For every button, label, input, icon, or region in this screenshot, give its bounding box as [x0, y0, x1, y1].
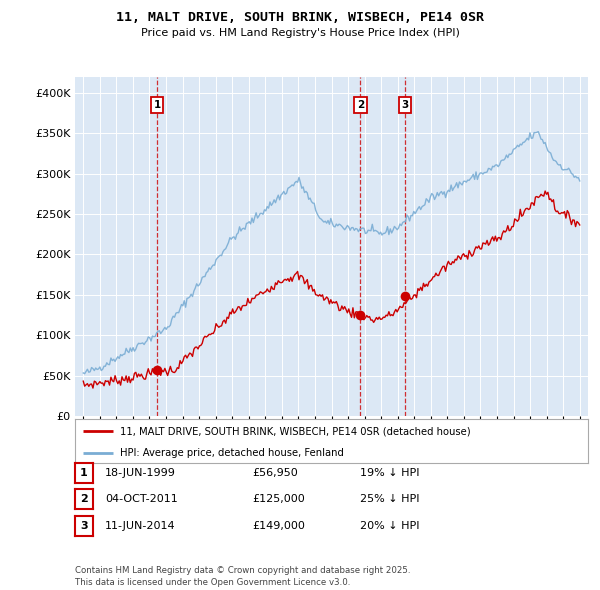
Text: 20% ↓ HPI: 20% ↓ HPI: [360, 521, 419, 530]
Text: 1: 1: [80, 468, 88, 477]
Text: £125,000: £125,000: [252, 494, 305, 504]
Text: 04-OCT-2011: 04-OCT-2011: [105, 494, 178, 504]
Text: Contains HM Land Registry data © Crown copyright and database right 2025.
This d: Contains HM Land Registry data © Crown c…: [75, 566, 410, 587]
Text: 3: 3: [80, 521, 88, 530]
Text: 2: 2: [357, 100, 364, 110]
Text: £56,950: £56,950: [252, 468, 298, 477]
Text: 11-JUN-2014: 11-JUN-2014: [105, 521, 176, 530]
Text: £149,000: £149,000: [252, 521, 305, 530]
Text: 11, MALT DRIVE, SOUTH BRINK, WISBECH, PE14 0SR: 11, MALT DRIVE, SOUTH BRINK, WISBECH, PE…: [116, 11, 484, 24]
Text: 3: 3: [401, 100, 409, 110]
Text: 25% ↓ HPI: 25% ↓ HPI: [360, 494, 419, 504]
Text: HPI: Average price, detached house, Fenland: HPI: Average price, detached house, Fenl…: [120, 448, 344, 458]
Text: Price paid vs. HM Land Registry's House Price Index (HPI): Price paid vs. HM Land Registry's House …: [140, 28, 460, 38]
Text: 19% ↓ HPI: 19% ↓ HPI: [360, 468, 419, 477]
Text: 18-JUN-1999: 18-JUN-1999: [105, 468, 176, 477]
Text: 11, MALT DRIVE, SOUTH BRINK, WISBECH, PE14 0SR (detached house): 11, MALT DRIVE, SOUTH BRINK, WISBECH, PE…: [120, 427, 471, 436]
Text: 1: 1: [154, 100, 161, 110]
Text: 2: 2: [80, 494, 88, 504]
